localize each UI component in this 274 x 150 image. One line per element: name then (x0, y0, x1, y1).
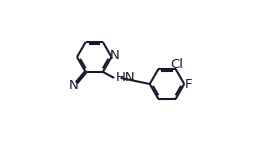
Text: HN: HN (116, 71, 136, 84)
Text: N: N (110, 49, 120, 62)
Text: N: N (69, 79, 79, 92)
Text: Cl: Cl (171, 58, 184, 71)
Text: F: F (185, 78, 193, 90)
